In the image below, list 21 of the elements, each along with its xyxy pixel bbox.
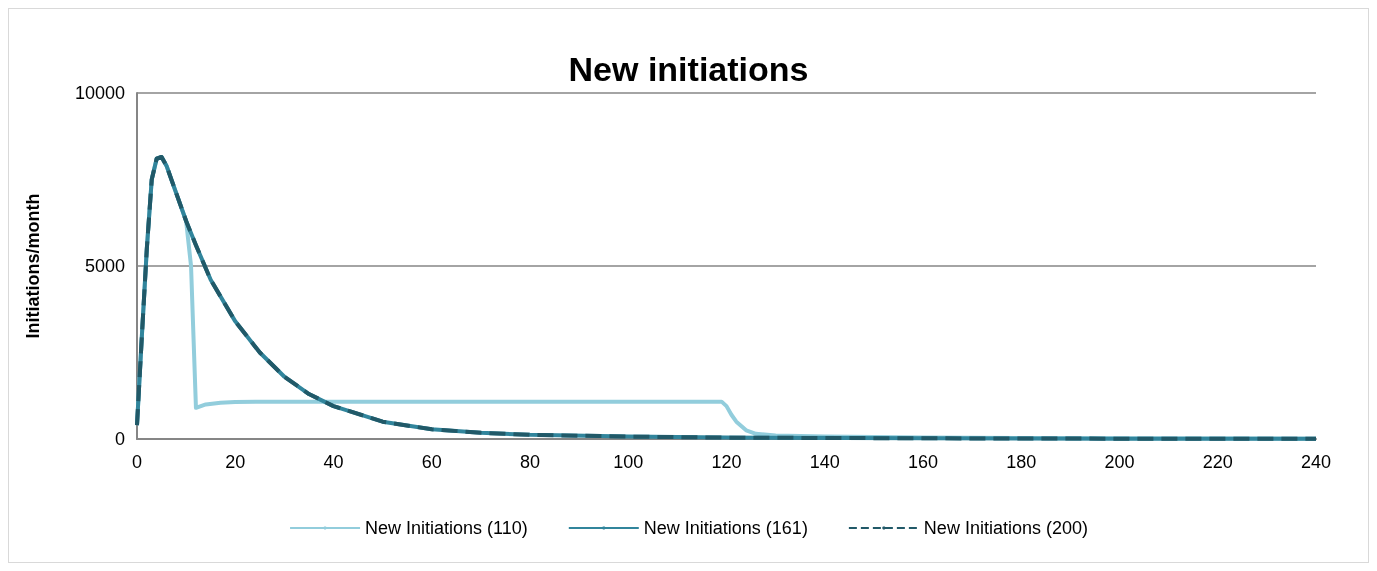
legend-label: New Initiations (200) <box>923 518 1088 538</box>
x-tick-label: 120 <box>711 452 742 472</box>
x-tick-label: 0 <box>131 452 143 472</box>
x-tick-label: 240 <box>1300 452 1332 472</box>
x-tick-label: 20 <box>225 452 246 472</box>
chart-title: New initiations <box>568 50 809 88</box>
y-axis-title: Initiations/month <box>23 193 43 339</box>
y-tick-label: 5000 <box>84 256 125 276</box>
y-tick-label: 10000 <box>74 83 125 103</box>
x-tick-label: 140 <box>809 452 840 472</box>
x-tick-label: 160 <box>907 452 939 472</box>
x-tick-label: 180 <box>1006 452 1037 472</box>
x-tick-label: 220 <box>1202 452 1233 472</box>
x-tick-label: 60 <box>421 452 442 472</box>
y-tick-label: 0 <box>114 429 125 449</box>
x-tick-label: 200 <box>1104 452 1135 472</box>
x-tick-label: 80 <box>519 452 541 472</box>
legend-label: New Initiations (161) <box>643 518 808 538</box>
x-tick-label: 40 <box>323 452 344 472</box>
x-tick-label: 100 <box>613 452 644 472</box>
legend-label: New Initiations (110) <box>365 518 528 538</box>
